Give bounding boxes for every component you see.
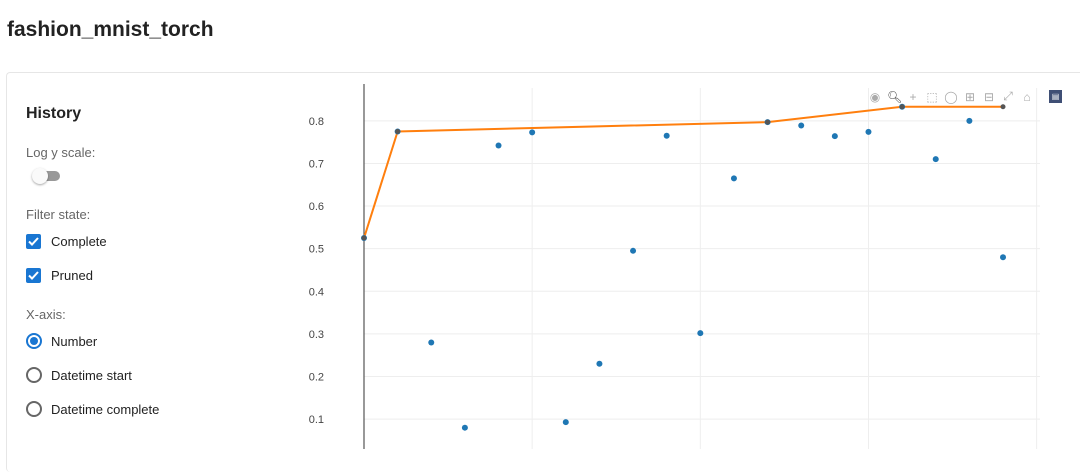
- objective-point: [932, 156, 939, 163]
- objective-point: [428, 339, 435, 346]
- modebar: ◉ 🔍︎ + ⬚ ◯ ⊞ ⊟ ⤢ ⌂ ▤: [868, 89, 1062, 104]
- filter-complete-label: Complete: [51, 234, 107, 249]
- filter-state-label: Filter state:: [26, 207, 91, 222]
- box-select-icon[interactable]: ⬚: [926, 89, 938, 104]
- camera-icon[interactable]: ◉: [869, 89, 881, 104]
- y-tick-label: 0.4: [309, 286, 324, 298]
- objective-point: [730, 175, 737, 182]
- plotly-logo[interactable]: ▤: [1049, 90, 1062, 103]
- log-y-toggle[interactable]: [32, 168, 60, 184]
- xaxis-datetime-complete-label: Datetime complete: [51, 401, 160, 417]
- zoom-icon[interactable]: 🔍︎: [887, 89, 903, 104]
- xaxis-datetime-complete-radio[interactable]: Datetime complete: [26, 401, 159, 417]
- xaxis-datetime-start-label: Datetime start: [51, 367, 132, 383]
- check-icon: [26, 234, 41, 249]
- objective-point: [966, 117, 973, 124]
- objective-point: [865, 128, 872, 135]
- best-value-point: [765, 119, 771, 125]
- xaxis-label: X-axis:: [26, 307, 66, 322]
- home-icon[interactable]: ⌂: [1023, 89, 1031, 104]
- objective-point: [495, 142, 502, 149]
- objective-point: [630, 247, 637, 254]
- objective-point: [461, 424, 468, 431]
- log-y-label: Log y scale:: [26, 145, 96, 160]
- xaxis-number-radio[interactable]: Number: [26, 333, 97, 349]
- xaxis-datetime-start-radio[interactable]: Datetime start: [26, 367, 132, 383]
- best-value-point: [899, 104, 905, 110]
- best-value-line: [363, 105, 1004, 239]
- lasso-icon[interactable]: ◯: [944, 89, 958, 104]
- y-tick-label: 0.5: [309, 244, 324, 256]
- filter-pruned-checkbox[interactable]: Pruned: [26, 268, 93, 283]
- best-value-point: [1000, 104, 1006, 110]
- objective-point: [562, 419, 569, 426]
- filter-pruned-label: Pruned: [51, 268, 93, 283]
- history-card: History Log y scale: Filter state: Compl…: [6, 72, 1080, 472]
- y-tick-label: 0.1: [309, 414, 324, 426]
- objective-point: [596, 360, 603, 367]
- y-tick-label: 0.7: [309, 158, 324, 170]
- y-tick-label: 0.3: [309, 329, 324, 341]
- best-value-point: [395, 128, 401, 134]
- objective-point: [798, 122, 805, 129]
- y-tick-label: 0.8: [309, 116, 324, 128]
- pan-icon[interactable]: +: [909, 89, 917, 104]
- objective-point: [697, 330, 704, 337]
- objective-point: [831, 133, 838, 140]
- zoom-in-icon[interactable]: ⊞: [964, 89, 976, 104]
- check-icon: [26, 268, 41, 283]
- objective-point: [1000, 254, 1007, 261]
- y-tick-label: 0.6: [309, 201, 324, 213]
- y-tick-label: 0.2: [309, 372, 324, 384]
- objective-point: [663, 132, 670, 139]
- xaxis-number-label: Number: [51, 333, 98, 349]
- filter-complete-checkbox[interactable]: Complete: [26, 234, 107, 249]
- best-value-point: [361, 235, 367, 241]
- zoom-out-icon[interactable]: ⊟: [983, 89, 995, 104]
- autoscale-icon[interactable]: ⤢: [1003, 89, 1013, 103]
- history-heading: History: [26, 105, 82, 122]
- page-title: fashion_mnist_torch: [7, 18, 214, 41]
- objective-point: [529, 129, 536, 136]
